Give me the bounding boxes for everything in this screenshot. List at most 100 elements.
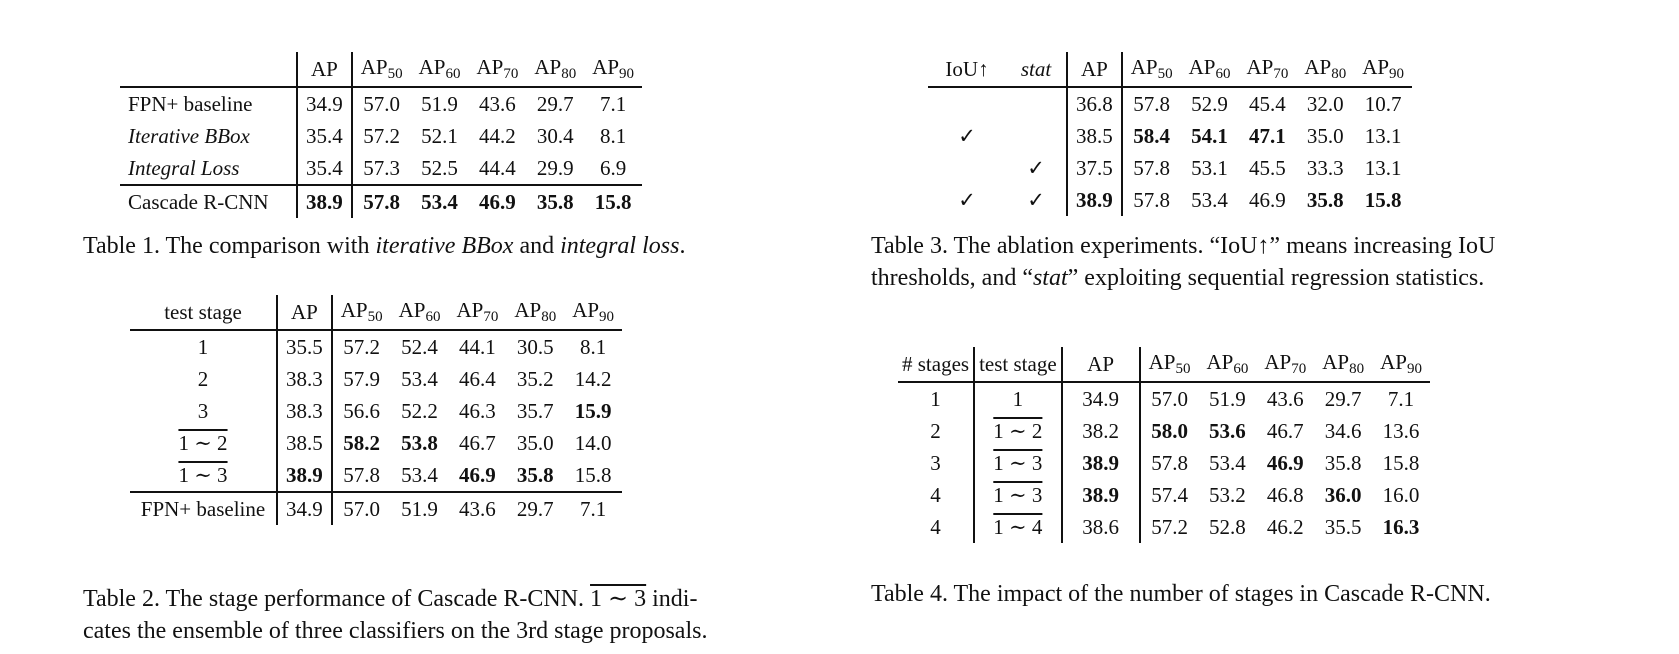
cell-ap70: 46.7 — [1266, 418, 1304, 443]
check-stat — [1006, 120, 1068, 152]
caption-line: cates the ensemble of three classifiers … — [83, 618, 708, 644]
cell-ap: 38.9 — [1067, 184, 1123, 216]
table-4: # stages test stage AP AP50 AP60 AP70 AP… — [898, 347, 1430, 543]
table-row: 1 ∼ 3 38.9 57.8 53.4 46.9 35.8 15.8 — [130, 459, 622, 492]
cell-ap50: 57.9 — [343, 366, 381, 391]
cell-ap90: 10.7 — [1364, 91, 1402, 116]
check-iou — [928, 152, 1006, 184]
caption-overline: 1 ∼ 3 — [590, 586, 647, 612]
cell-ap70: 46.9 — [1266, 450, 1304, 475]
cell-ap: 38.2 — [1061, 415, 1141, 447]
cell-ap50: 58.4 — [1133, 123, 1171, 148]
cell-ap60: 52.9 — [1191, 91, 1228, 116]
cell-ap80: 35.0 — [516, 430, 554, 455]
row-label: Cascade R-CNN — [120, 184, 298, 218]
check-stat: ✓ — [1006, 184, 1068, 216]
caption-italic: iterative BBox — [375, 233, 514, 259]
cell-ap50: 57.0 — [363, 91, 401, 116]
header-ap80: AP80 — [506, 295, 565, 331]
cell-ap: 35.4 — [297, 120, 353, 152]
row-label: 1 — [130, 330, 278, 363]
header-ap: AP — [297, 52, 353, 88]
cell-ap: 38.9 — [1061, 479, 1141, 511]
cell-ap50: 57.8 — [343, 462, 381, 487]
cell-ap80: 36.0 — [1324, 482, 1362, 507]
caption-line: Table 3. The ablation experiments. “IoU↑… — [871, 233, 1496, 259]
cell-stages: 4 — [898, 511, 976, 543]
table-row: FPN+ baseline 34.9 57.0 51.9 43.6 29.7 7… — [120, 87, 642, 120]
check-iou — [928, 87, 1006, 120]
cell-ap90: 7.1 — [564, 491, 623, 525]
cell-ap80: 29.7 — [1324, 386, 1362, 411]
cell-ap70: 46.9 — [1249, 187, 1286, 212]
cell-ap80: 35.8 — [516, 462, 554, 487]
cell-ap70: 43.6 — [1266, 386, 1304, 411]
row-label: Integral Loss — [120, 152, 298, 185]
caption-text: . — [679, 233, 686, 259]
cell-ap60: 52.2 — [401, 398, 438, 423]
cell-ap50: 57.2 — [343, 334, 381, 359]
table-row: ✓ ✓ 38.9 57.8 53.4 46.9 35.8 15.8 — [928, 184, 1412, 216]
caption-text: ” exploiting sequential regression stati… — [1067, 265, 1485, 291]
table-row: FPN+ baseline 34.9 57.0 51.9 43.6 29.7 7… — [130, 491, 623, 525]
cell-ap90: 14.0 — [574, 430, 612, 455]
table-header-row: test stage AP AP50 AP60 AP70 AP80 AP90 — [130, 295, 623, 331]
cell-ap: 35.5 — [277, 330, 333, 363]
cell-ap60: 53.4 — [401, 462, 438, 487]
check-iou: ✓ — [958, 123, 976, 148]
caption-italic: integral loss — [560, 233, 680, 259]
cell-ap90: 7.1 — [599, 91, 627, 116]
check-stat — [1006, 87, 1068, 120]
cell-ap60: 54.1 — [1191, 123, 1228, 148]
table-row: 1 35.5 57.2 52.4 44.1 30.5 8.1 — [130, 330, 622, 363]
cell-ap50: 58.2 — [343, 430, 381, 455]
table-2: test stage AP AP50 AP60 AP70 AP80 AP90 1… — [130, 295, 623, 525]
cell-ap80: 30.4 — [536, 123, 574, 148]
cell-ap: 34.9 — [297, 87, 353, 120]
header-ap50: AP50 — [351, 52, 411, 88]
table-row: Cascade R-CNN 38.9 57.8 53.4 46.9 35.8 1… — [120, 184, 643, 218]
cell-ap70: 46.3 — [459, 398, 496, 423]
cell-ap90: 8.1 — [599, 123, 627, 148]
header-ap50: AP50 — [1139, 347, 1199, 383]
cell-ap70: 44.2 — [479, 123, 516, 148]
cell-stages: 4 — [898, 479, 976, 511]
caption-text: and — [513, 233, 561, 259]
cell-ap70: 46.9 — [468, 184, 527, 218]
table-4-caption: Table 4. The impact of the number of sta… — [871, 581, 1491, 607]
cell-ap70: 46.8 — [1266, 482, 1304, 507]
cell-test-stage: 1 — [974, 382, 1063, 415]
header-ap60: AP60 — [410, 52, 469, 88]
cell-ap: 34.9 — [1061, 382, 1141, 415]
cell-ap: 36.8 — [1067, 87, 1123, 120]
cell-ap70: 47.1 — [1249, 123, 1286, 148]
cell-stages: 3 — [898, 447, 976, 479]
cell-ap80: 35.7 — [516, 398, 554, 423]
header-ap: AP — [1067, 52, 1123, 88]
table-row: 3 1 ∼ 3 38.9 57.8 53.4 46.9 35.8 15.8 — [898, 447, 1430, 479]
cell-ap80: 35.8 — [1306, 187, 1344, 212]
overlined-stage: 1 ∼ 2 — [993, 418, 1043, 443]
table-header-row: # stages test stage AP AP50 AP60 AP70 AP… — [898, 347, 1430, 383]
row-label: Iterative BBox — [120, 120, 298, 152]
cell-ap: 37.5 — [1067, 152, 1123, 184]
cell-ap: 38.6 — [1061, 511, 1141, 543]
cell-ap80: 35.8 — [1324, 450, 1362, 475]
cell-ap90: 16.0 — [1382, 482, 1420, 507]
cell-ap70: 46.4 — [459, 366, 496, 391]
table-3-caption: Table 3. The ablation experiments. “IoU↑… — [871, 230, 1495, 294]
cell-ap90: 8.1 — [579, 334, 607, 359]
cell-ap60: 51.9 — [421, 91, 458, 116]
cell-ap60: 52.8 — [1209, 514, 1246, 539]
row-label: 1 ∼ 3 — [130, 459, 278, 492]
cell-test-stage: 1 ∼ 4 — [974, 511, 1063, 543]
cell-ap80: 35.8 — [526, 184, 585, 218]
cell-ap: 34.9 — [277, 491, 333, 525]
cell-ap60: 53.4 — [1191, 187, 1228, 212]
cell-ap80: 29.7 — [536, 91, 574, 116]
cell-ap50: 57.2 — [363, 123, 401, 148]
cell-ap90: 13.6 — [1382, 418, 1420, 443]
cell-ap70: 45.4 — [1249, 91, 1286, 116]
table-row: 1 1 34.9 57.0 51.9 43.6 29.7 7.1 — [898, 382, 1430, 415]
table-row: Integral Loss 35.4 57.3 52.5 44.4 29.9 6… — [120, 152, 642, 185]
